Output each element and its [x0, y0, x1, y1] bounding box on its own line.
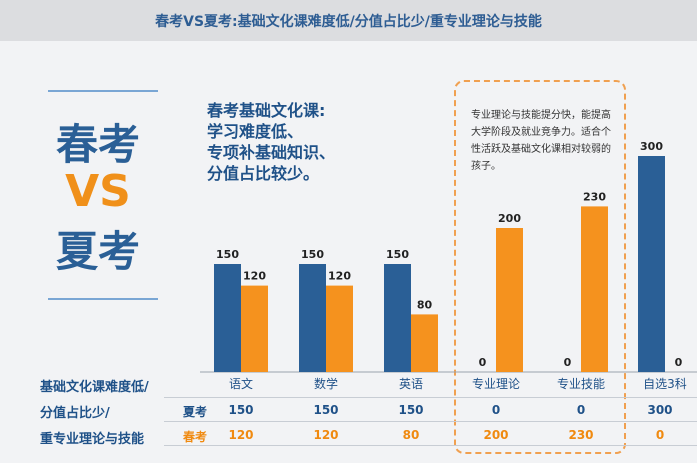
category-label: 数学 [314, 376, 338, 391]
table-cell: 150 [228, 403, 254, 417]
table-cell: 0 [491, 403, 501, 417]
data-label-spring: 120 [328, 270, 351, 283]
category-label: 自选3科 [643, 377, 687, 391]
table-cell: 150 [398, 403, 424, 417]
bar-summer [384, 264, 411, 372]
professional-note: 专业理论与技能提分快，能提高大学阶段及就业竞争力。适合个性活跃及基础文化课相对较… [471, 110, 611, 172]
note-line: 春考基础文化课: [207, 101, 326, 120]
data-label-spring: 80 [417, 298, 433, 311]
note-line: 分值占比较少。 [207, 164, 320, 183]
row-label: 夏考 [182, 405, 207, 419]
note-line: 学习难度低、 [207, 122, 304, 141]
note-line: 专项补基础知识、 [207, 143, 336, 162]
bar-summer [299, 264, 326, 372]
data-label-summer: 150 [301, 248, 324, 261]
table-cell: 150 [313, 403, 339, 417]
spring-exam-note: 春考基础文化课: 学习难度低、 专项补基础知识、 分值占比较少。 [207, 100, 427, 184]
table-divider [164, 397, 697, 398]
table-cell: 200 [483, 428, 509, 442]
page-title: 春考VS夏考:基础文化课难度低/分值占比少/重专业理论与技能 [155, 13, 542, 30]
highlight-box [454, 80, 626, 454]
data-label-spring: 120 [243, 270, 266, 283]
table-cell: 0 [576, 403, 586, 417]
data-label-summer: 150 [216, 248, 239, 261]
side-line: 分值占比少/ [40, 406, 110, 421]
bar-spring [411, 314, 438, 372]
data-label-spring: 200 [498, 212, 521, 225]
spring-exam-title: 春考 [55, 120, 140, 169]
bar-spring [241, 285, 268, 372]
side-line: 重专业理论与技能 [40, 432, 145, 447]
category-label: 专业技能 [557, 376, 605, 391]
table-cell: 120 [313, 428, 339, 442]
table-cell: 230 [568, 428, 594, 442]
table-divider [164, 421, 697, 422]
bar-spring [581, 206, 608, 372]
category-label: 语文 [229, 376, 253, 391]
data-label-summer: 300 [640, 140, 663, 153]
table-cell: 120 [228, 428, 254, 442]
data-label-spring: 0 [675, 356, 683, 369]
summer-exam-title: 夏考 [55, 227, 140, 276]
bar-spring [496, 228, 523, 372]
row-label: 春考 [182, 430, 207, 444]
table-cell: 0 [655, 428, 665, 442]
vs-label: VS [65, 166, 131, 217]
table-cell: 300 [647, 403, 673, 417]
bar-summer [638, 156, 665, 372]
top-divider [48, 90, 158, 92]
bottom-divider [48, 298, 158, 300]
page-header: 春考VS夏考:基础文化课难度低/分值占比少/重专业理论与技能 [0, 0, 697, 41]
data-label-summer: 150 [386, 248, 409, 261]
side-line: 基础文化课难度低/ [40, 380, 149, 395]
table-divider [164, 445, 697, 446]
bar-summer [214, 264, 241, 372]
side-summary: 基础文化课难度低/ 分值占比少/ 重专业理论与技能 [40, 375, 190, 453]
table-cell: 80 [402, 428, 420, 442]
bar-spring [326, 285, 353, 372]
data-label-summer: 0 [564, 356, 572, 369]
left-title-panel: 春考 VS 夏考 [30, 88, 160, 303]
data-label-summer: 0 [479, 356, 487, 369]
data-label-spring: 230 [583, 190, 606, 203]
category-label: 英语 [399, 377, 423, 391]
category-label: 专业理论 [472, 376, 520, 391]
